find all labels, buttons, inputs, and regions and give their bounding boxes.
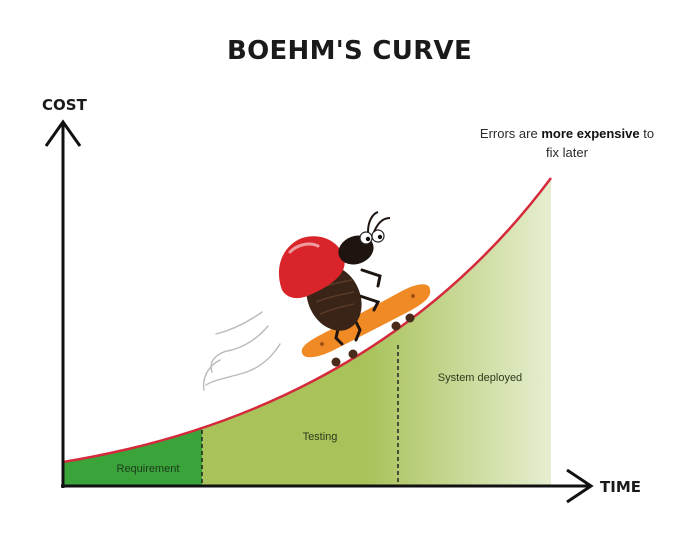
- y-axis-arrow: [44, 119, 82, 147]
- cost-area: [63, 178, 551, 486]
- requirement-band: [63, 420, 202, 486]
- annotation-emphasis: more expensive: [541, 126, 640, 141]
- phase-label-system-deployed: System deployed: [438, 372, 522, 384]
- motion-swoosh-icon: [202, 311, 281, 391]
- phase-label-requirement: Requirement: [117, 463, 180, 475]
- y-axis-label: COST: [42, 96, 87, 114]
- annotation-line2: fix later: [546, 145, 588, 160]
- phase-label-testing: Testing: [303, 431, 338, 443]
- skateboard-icon: [301, 284, 431, 367]
- annotation-suffix: to: [639, 126, 655, 141]
- axes: [44, 119, 594, 504]
- x-axis-label: TIME: [600, 478, 641, 496]
- curve-annotation: Errors are more expensive to fix later: [462, 124, 672, 162]
- diagram-title: BOEHM'S CURVE: [226, 36, 473, 66]
- cost-curve: [62, 177, 553, 464]
- x-axis-arrow: [566, 468, 594, 504]
- ladybug-icon: [278, 211, 391, 346]
- annotation-prefix: Errors are: [479, 126, 542, 141]
